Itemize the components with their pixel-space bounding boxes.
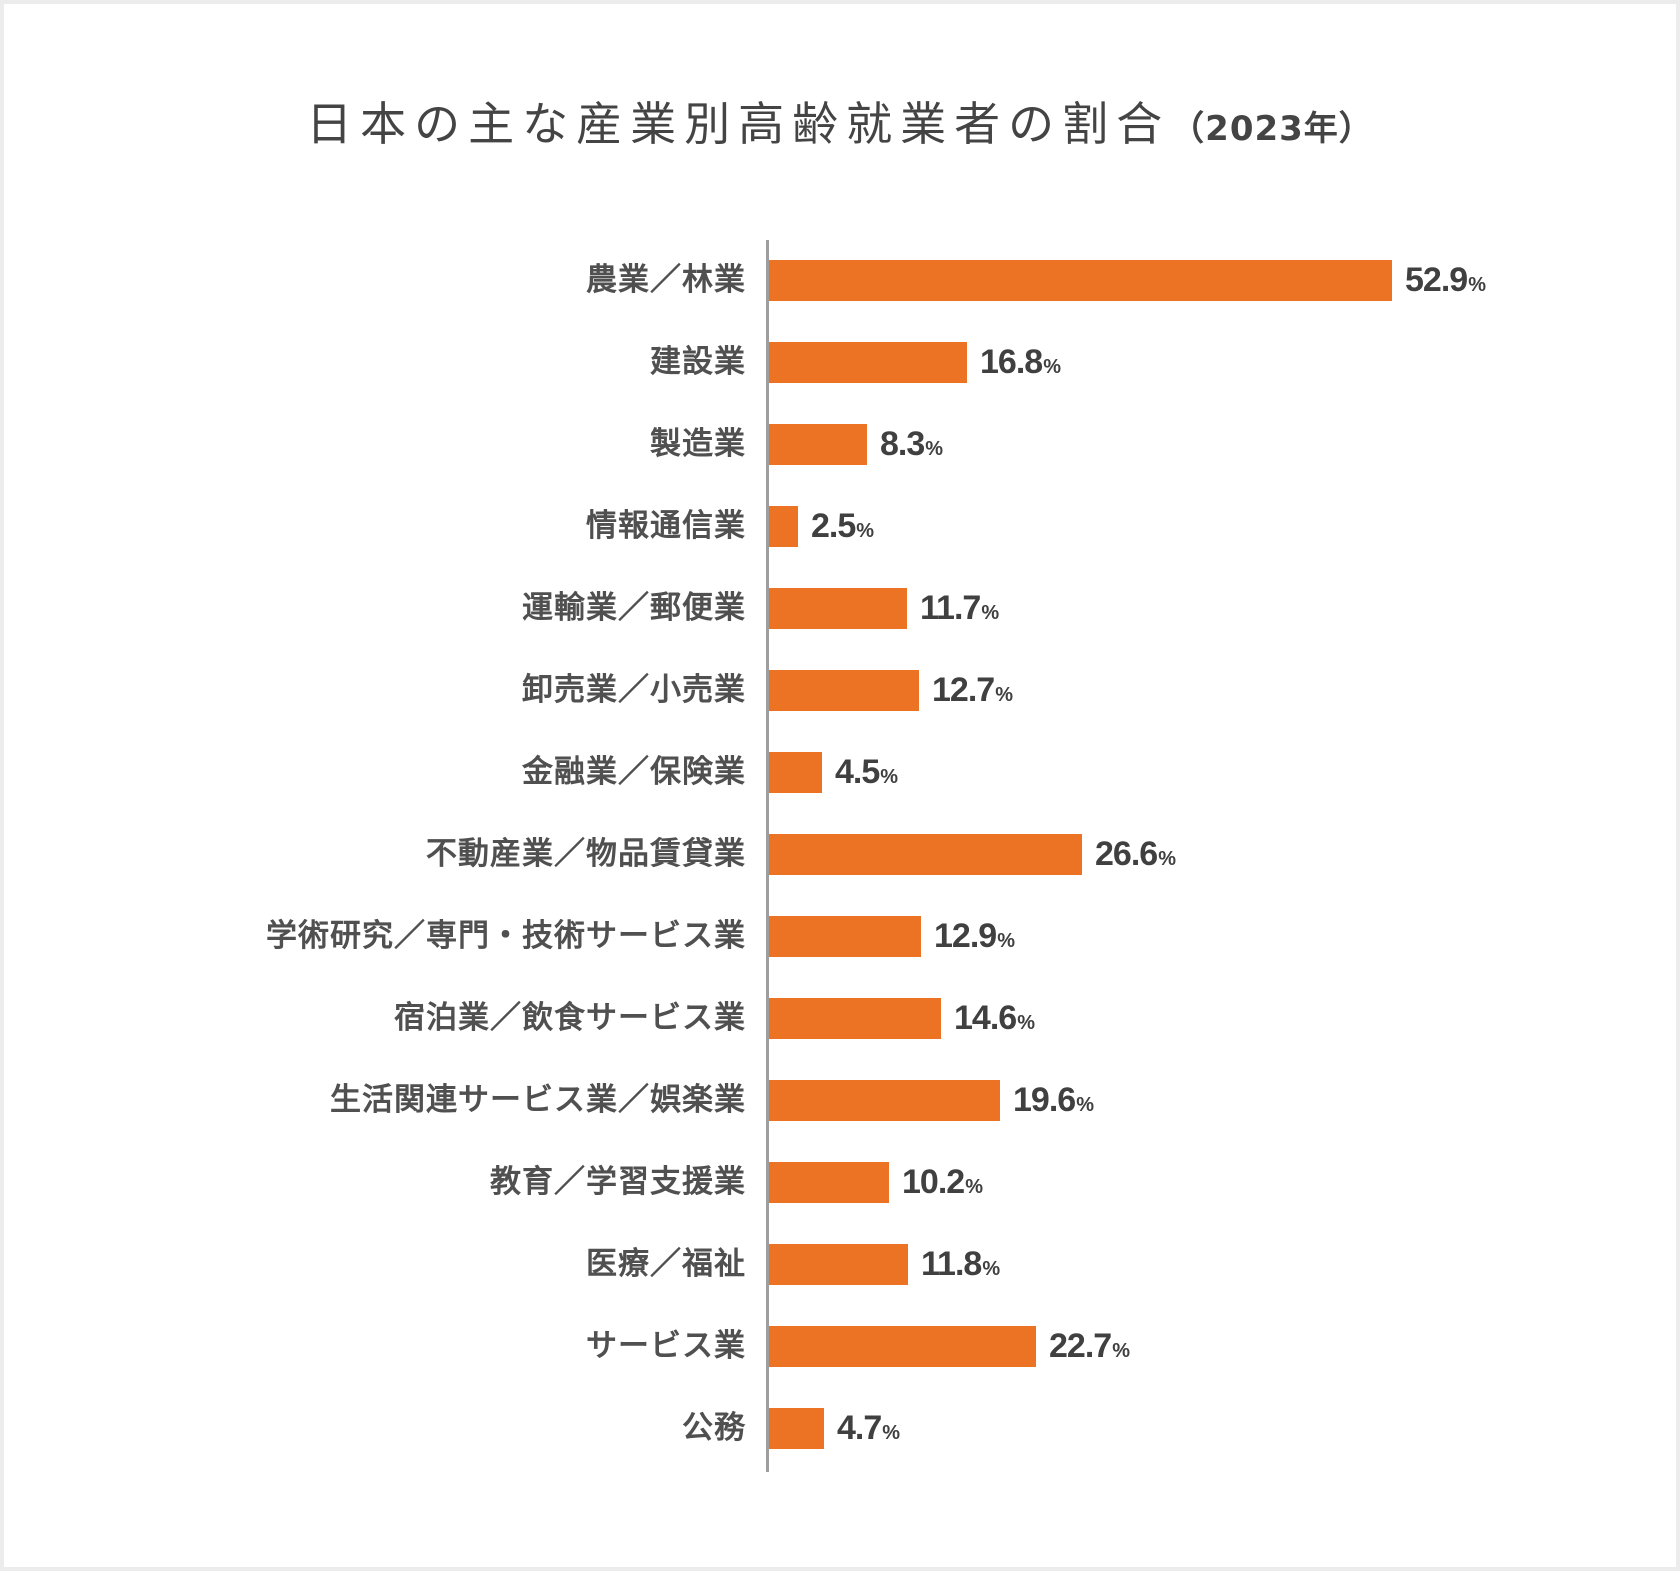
value-number: 52.9: [1405, 261, 1468, 299]
bar: [769, 834, 1082, 875]
value-label: 2.5%: [811, 506, 874, 547]
bar-row: 医療／福祉 11.8%: [0, 1244, 1680, 1285]
bar-row: 建設業 16.8%: [0, 342, 1680, 383]
category-label: 不動産業／物品賃貸業: [426, 836, 746, 872]
value-label: 4.5%: [835, 752, 898, 793]
bar: [769, 424, 867, 465]
value-number: 22.7: [1049, 1327, 1112, 1365]
percent-sign: %: [1112, 1340, 1130, 1362]
percent-sign: %: [1468, 274, 1486, 296]
y-axis-line: [766, 240, 769, 1472]
category-label: 公務: [682, 1410, 746, 1446]
bar: [769, 1408, 824, 1449]
category-label: 運輸業／郵便業: [522, 590, 746, 626]
category-label: 学術研究／専門・技術サービス業: [266, 918, 746, 954]
bar-row: 生活関連サービス業／娯楽業 19.6%: [0, 1080, 1680, 1121]
value-number: 8.3: [880, 425, 925, 463]
bar-row: 金融業／保険業 4.5%: [0, 752, 1680, 793]
bar-row: 不動産業／物品賃貸業 26.6%: [0, 834, 1680, 875]
chart-title: 日本の主な産業別高齢就業者の割合（2023年）: [0, 88, 1680, 154]
bar-row: 公務 4.7%: [0, 1408, 1680, 1449]
bar-row: 製造業 8.3%: [0, 424, 1680, 465]
bar: [769, 588, 907, 629]
value-number: 10.2: [902, 1163, 965, 1201]
category-label: 医療／福祉: [586, 1246, 746, 1282]
bar: [769, 916, 921, 957]
bar-row: 学術研究／専門・技術サービス業 12.9%: [0, 916, 1680, 957]
percent-sign: %: [1158, 848, 1176, 870]
percent-sign: %: [997, 930, 1015, 952]
value-label: 8.3%: [880, 424, 943, 465]
category-label: 建設業: [650, 344, 746, 380]
value-label: 11.8%: [921, 1244, 1000, 1285]
category-label: 金融業／保険業: [522, 754, 746, 790]
percent-sign: %: [995, 684, 1013, 706]
value-number: 16.8: [980, 343, 1043, 381]
value-number: 19.6: [1013, 1081, 1076, 1119]
value-label: 11.7%: [920, 588, 999, 629]
percent-sign: %: [880, 766, 898, 788]
category-label: 農業／林業: [586, 262, 746, 298]
value-number: 12.7: [932, 671, 995, 709]
bar-row: 宿泊業／飲食サービス業 14.6%: [0, 998, 1680, 1039]
value-number: 12.9: [934, 917, 997, 955]
value-number: 4.5: [835, 753, 880, 791]
bar: [769, 1080, 1000, 1121]
bar-row: サービス業 22.7%: [0, 1326, 1680, 1367]
value-label: 19.6%: [1013, 1080, 1094, 1121]
percent-sign: %: [925, 438, 943, 460]
percent-sign: %: [856, 520, 874, 542]
value-number: 2.5: [811, 507, 856, 545]
percent-sign: %: [1076, 1094, 1094, 1116]
bar: [769, 506, 798, 547]
value-number: 26.6: [1095, 835, 1158, 873]
value-number: 11.8: [921, 1245, 982, 1283]
category-label: 生活関連サービス業／娯楽業: [330, 1082, 746, 1118]
bar: [769, 998, 941, 1039]
bar-row: 情報通信業 2.5%: [0, 506, 1680, 547]
bar: [769, 670, 919, 711]
value-number: 11.7: [920, 589, 981, 627]
value-label: 52.9%: [1405, 260, 1486, 301]
percent-sign: %: [982, 1258, 1000, 1280]
category-label: 教育／学習支援業: [490, 1164, 746, 1200]
value-label: 14.6%: [954, 998, 1035, 1039]
bar: [769, 1162, 889, 1203]
value-label: 26.6%: [1095, 834, 1176, 875]
bar-row: 卸売業／小売業 12.7%: [0, 670, 1680, 711]
bar: [769, 752, 822, 793]
value-label: 4.7%: [837, 1408, 900, 1449]
category-label: 宿泊業／飲食サービス業: [394, 1000, 746, 1036]
bar-row: 教育／学習支援業 10.2%: [0, 1162, 1680, 1203]
value-number: 14.6: [954, 999, 1017, 1037]
value-number: 4.7: [837, 1409, 882, 1447]
percent-sign: %: [981, 602, 999, 624]
chart-title-year: （2023年）: [1170, 109, 1374, 149]
value-label: 12.9%: [934, 916, 1015, 957]
value-label: 12.7%: [932, 670, 1013, 711]
bar: [769, 1244, 908, 1285]
percent-sign: %: [1043, 356, 1061, 378]
bar-row: 運輸業／郵便業 11.7%: [0, 588, 1680, 629]
percent-sign: %: [965, 1176, 983, 1198]
bar: [769, 260, 1392, 301]
category-label: サービス業: [586, 1328, 746, 1364]
category-label: 情報通信業: [586, 508, 746, 544]
category-label: 製造業: [650, 426, 746, 462]
percent-sign: %: [1017, 1012, 1035, 1034]
value-label: 10.2%: [902, 1162, 983, 1203]
value-label: 22.7%: [1049, 1326, 1130, 1367]
bar: [769, 342, 967, 383]
percent-sign: %: [882, 1422, 900, 1444]
category-label: 卸売業／小売業: [522, 672, 746, 708]
bar-row: 農業／林業 52.9%: [0, 260, 1680, 301]
bar: [769, 1326, 1036, 1367]
value-label: 16.8%: [980, 342, 1061, 383]
chart-title-main: 日本の主な産業別高齢就業者の割合: [306, 97, 1171, 151]
